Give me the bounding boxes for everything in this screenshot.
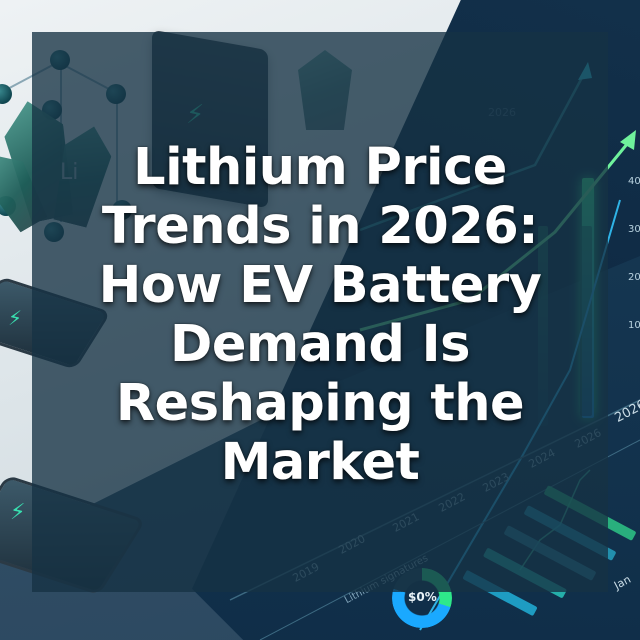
- title-line-4: Demand Is: [170, 315, 470, 374]
- lightning-bolt-icon: ⚡: [8, 306, 23, 330]
- title-line-2: Trends in 2026:: [101, 197, 539, 256]
- lightning-bolt-icon: ⚡: [10, 500, 26, 525]
- title-overlay-box: [32, 32, 608, 592]
- right-axis-tick: 10: [628, 320, 640, 331]
- title-line-1: Lithium Price: [133, 138, 507, 197]
- title-container: Lithium Price Trends in 2026: How EV Bat…: [32, 32, 608, 592]
- page-title: Lithium Price Trends in 2026: How EV Bat…: [99, 132, 542, 492]
- right-axis-tick: 30: [628, 224, 640, 235]
- right-axis-tick: 20: [628, 272, 640, 283]
- title-line-3: How EV Battery: [98, 256, 542, 315]
- title-line-6: Market: [220, 433, 420, 492]
- donut-label: $0%: [408, 590, 437, 604]
- right-axis-tick: 40: [628, 176, 640, 187]
- title-line-5: Reshaping the: [115, 374, 525, 433]
